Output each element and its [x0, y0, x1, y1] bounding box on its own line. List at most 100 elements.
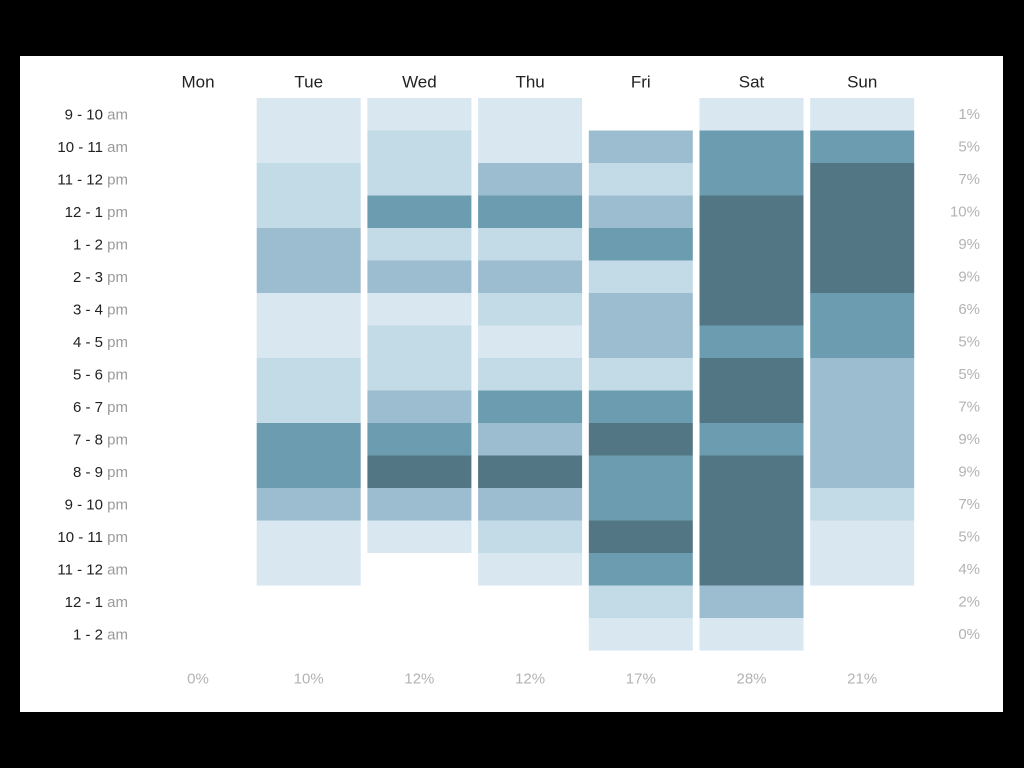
- time-suffix: am: [107, 561, 128, 578]
- time-suffix: pm: [107, 398, 128, 415]
- heatmap-cell: [588, 520, 693, 553]
- row-total-label: 7%: [958, 398, 980, 415]
- time-suffix: pm: [107, 171, 128, 188]
- heatmap-cell: [810, 423, 915, 456]
- row-total-label: 5%: [958, 528, 980, 545]
- time-label: 2 - 3 pm: [73, 268, 128, 285]
- day-label: Tue: [294, 73, 323, 92]
- time-suffix: pm: [107, 333, 128, 350]
- heatmap-cell: [256, 455, 361, 488]
- row-total-label: 5%: [958, 366, 980, 383]
- heatmap-cell: [478, 293, 583, 326]
- heatmap-cell: [256, 520, 361, 553]
- heatmap-cell: [367, 488, 472, 521]
- heatmap-cell: [810, 455, 915, 488]
- time-suffix: pm: [107, 463, 128, 480]
- heatmap-cell: [699, 390, 804, 423]
- heatmap-cell: [256, 390, 361, 423]
- time-label: 8 - 9 pm: [73, 463, 128, 480]
- heatmap-cell: [810, 520, 915, 553]
- day-label: Wed: [402, 73, 437, 92]
- time-range: 2 - 3: [73, 268, 107, 285]
- heatmap-cell: [478, 553, 583, 586]
- time-suffix: pm: [107, 301, 128, 318]
- time-label: 12 - 1 am: [65, 593, 128, 610]
- heatmap-cell: [588, 553, 693, 586]
- heatmap-cell: [810, 293, 915, 326]
- heatmap-cell: [588, 618, 693, 651]
- time-suffix: pm: [107, 366, 128, 383]
- day-total-label: 17%: [626, 671, 656, 688]
- time-label: 1 - 2 pm: [73, 236, 128, 253]
- heatmap-cell: [588, 325, 693, 358]
- time-label: 12 - 1 pm: [65, 203, 128, 220]
- heatmap-cell: [588, 585, 693, 618]
- time-suffix: pm: [107, 528, 128, 545]
- day-label: Mon: [181, 73, 214, 92]
- day-label: Thu: [515, 73, 544, 92]
- heatmap-cell: [256, 98, 361, 131]
- time-range: 5 - 6: [73, 366, 107, 383]
- heatmap-cell: [699, 163, 804, 196]
- heatmap-cell: [699, 195, 804, 228]
- time-suffix: am: [107, 138, 128, 155]
- chart-panel: Mon Tue Wed Thu Fri Sat Sun 9 - 10 am 10 - 11 am…: [20, 56, 1003, 712]
- time-range: 8 - 9: [73, 463, 107, 480]
- heatmap-cell: [478, 455, 583, 488]
- heatmap-cell: [699, 293, 804, 326]
- row-total-label: 6%: [958, 301, 980, 318]
- heatmap-cell: [810, 358, 915, 391]
- heatmap-cell: [588, 455, 693, 488]
- heatmap-cell: [256, 228, 361, 261]
- row-total-label: 0%: [958, 626, 980, 643]
- time-suffix: pm: [107, 268, 128, 285]
- row-total-label: 7%: [958, 496, 980, 513]
- heatmap-cell: [256, 325, 361, 358]
- row-total-label: 9%: [958, 431, 980, 448]
- day-label: Sun: [847, 73, 877, 92]
- heatmap-cell: [478, 228, 583, 261]
- time-range: 11 - 12: [57, 561, 107, 578]
- heatmap-cell: [699, 228, 804, 261]
- heatmap-cell: [810, 228, 915, 261]
- heatmap-cell: [810, 260, 915, 293]
- heatmap-cell: [699, 98, 804, 131]
- time-range: 10 - 11: [57, 138, 107, 155]
- row-total-label: 9%: [958, 236, 980, 253]
- heatmap-cell: [588, 423, 693, 456]
- time-label: 3 - 4 pm: [73, 301, 128, 318]
- heatmap-cell: [367, 98, 472, 131]
- heatmap-cell: [699, 585, 804, 618]
- time-range: 10 - 11: [57, 528, 107, 545]
- heatmap-cell: [367, 228, 472, 261]
- heatmap-cell: [699, 553, 804, 586]
- time-range: 3 - 4: [73, 301, 107, 318]
- heatmap-cell: [367, 130, 472, 163]
- row-total-label: 7%: [958, 171, 980, 188]
- heatmap-cell: [588, 488, 693, 521]
- heatmap-cell: [256, 553, 361, 586]
- heatmap-cell: [478, 260, 583, 293]
- heatmap-cell: [699, 130, 804, 163]
- heatmap-cell: [478, 325, 583, 358]
- heatmap-cell: [478, 423, 583, 456]
- heatmap-cell: [588, 358, 693, 391]
- time-range: 9 - 10: [65, 106, 108, 123]
- time-range: 1 - 2: [73, 626, 107, 643]
- heatmap-cell: [810, 488, 915, 521]
- heatmap-cell: [699, 423, 804, 456]
- heatmap-cell: [478, 195, 583, 228]
- heatmap-cell: [810, 98, 915, 131]
- time-range: 9 - 10: [65, 496, 108, 513]
- heatmap-cell: [367, 195, 472, 228]
- heatmap-cell: [478, 520, 583, 553]
- time-suffix: pm: [107, 203, 128, 220]
- row-total-label: 2%: [958, 593, 980, 610]
- day-label: Fri: [631, 73, 651, 92]
- heatmap-cell: [478, 98, 583, 131]
- heatmap-cell: [810, 390, 915, 423]
- heatmap-cell: [699, 520, 804, 553]
- heatmap-cell: [478, 358, 583, 391]
- time-suffix: pm: [107, 496, 128, 513]
- time-label: 10 - 11 pm: [57, 528, 128, 545]
